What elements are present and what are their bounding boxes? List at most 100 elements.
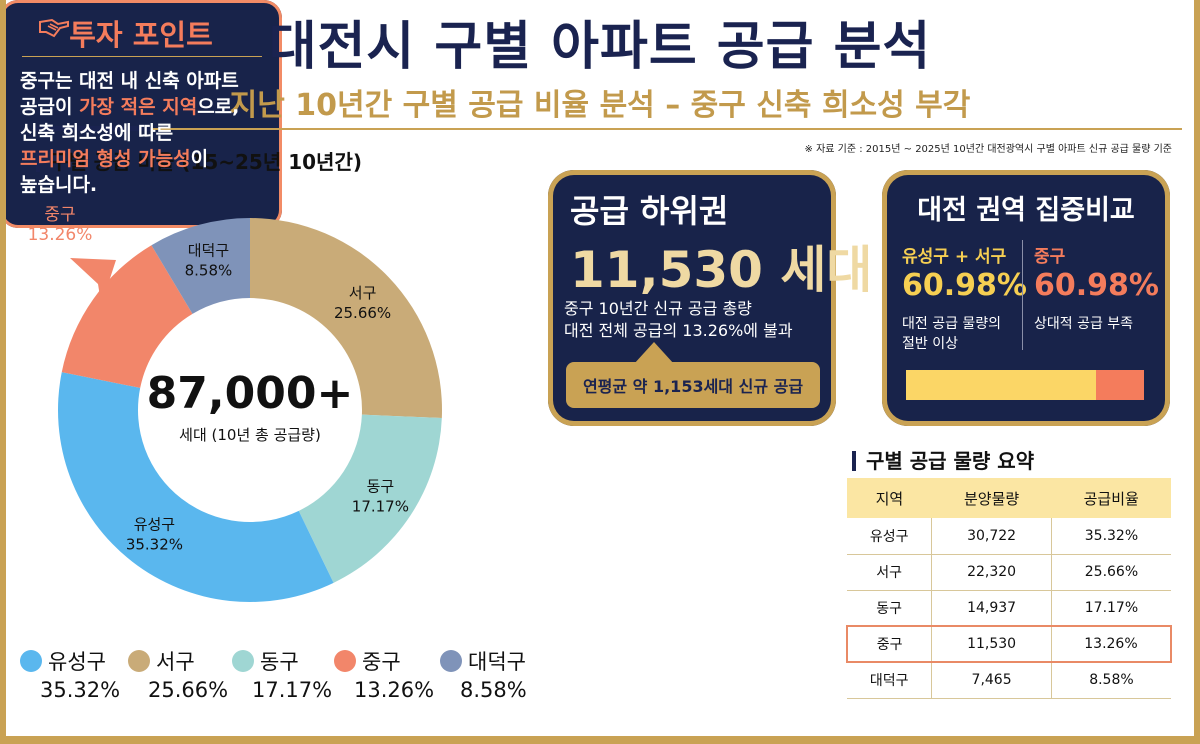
compare-left-label: 유성구 + 서구 [902,247,1007,267]
supply-line1: 중구 10년간 신규 공급 총량 [564,299,752,318]
donut-slice-0 [57,372,334,602]
table-row: 대덕구 7,465 8.58% [847,662,1171,699]
supply-pill: 연평균 약 1,153세대 신규 공급 [566,362,820,408]
table-cell-volume: 7,465 [931,662,1052,699]
table-cell-region: 대덕구 [847,662,933,699]
compare-left-desc1: 대전 공급 물량의 [902,316,1002,332]
donut-label-name: 동구 [367,478,395,496]
compare-bar-segment-a [906,370,1097,400]
legend-item: 서구 25.66% [128,646,228,702]
compare-right-label: 중구 [1034,247,1066,267]
invest-line3: 신축 희소성에 따른 [20,122,174,144]
table-cell-region: 중구 [846,625,933,663]
table-cell-region: 서구 [847,554,933,591]
table-cell-ratio: 25.66% [1051,554,1171,591]
invest-text: 중구는 대전 내 신축 아파트 공급이 가장 적은 지역으로, 신축 희소성에 … [20,68,239,198]
table-row: 유성구 30,722 35.32% [847,518,1171,555]
compare-bar-segment-b [1096,370,1144,400]
jung-gu-pointer [70,258,116,305]
table-row: 중구 11,530 13.26% [846,625,1172,663]
invest-line2: 공급이 가장 적은 지역으로, [20,96,240,118]
table-cell-ratio: 13.26% [1051,625,1172,663]
compare-divider [1022,240,1023,350]
invest-line5: 높습니다. [20,174,98,196]
invest-line1: 중구는 대전 내 신축 아파트 [20,70,239,92]
supply-heading: 공급 하위권 [570,192,729,230]
legend-value: 13.26% [354,678,435,702]
compare-right-value: 60.98% [1034,268,1159,303]
donut-label-name: 중구 [44,205,75,225]
invest-heading: 투자 포인트 [69,18,213,52]
compare-left-desc: 대전 공급 물량의 절반 이상 [902,314,1001,354]
supply-big-value: 11,530 세대 [570,241,873,299]
donut-center-label: 세대 (10년 총 공급량) [179,426,321,444]
donut-heading: 구별 공급 비율 (15~25년 10년간) [36,152,362,172]
legend-item: 대덕구 8.58% [440,646,527,702]
handshake-icon [39,18,69,38]
compare-left-desc2: 절반 이상 [902,336,958,352]
table-cell-volume: 30,722 [931,518,1052,555]
donut-label-value: 13.26% [28,225,93,245]
compare-card: 대전 권역 집중비교 유성구 + 서구 60.98% 대전 공급 물량의 절반 … [882,170,1170,426]
donut-label-name: 대덕구 [188,242,229,260]
invest-highlight-1: 가장 적은 지역 [79,96,198,118]
invest-divider [22,56,262,57]
legend-label: 대덕구 [468,650,526,674]
supply-pill-pointer [634,342,674,364]
legend-label: 중구 [362,650,401,674]
table-cell-ratio: 35.32% [1051,518,1171,555]
table-header-row: 지역 분양물량 공급비율 [847,478,1171,518]
supply-line2: 대전 전체 공급의 13.26%에 불과 [564,321,793,340]
legend-value: 25.66% [148,678,229,702]
donut-slice-2 [298,414,442,583]
invest-highlight-2: 프리미엄 형성 가능성 [20,148,191,170]
donut-slice-3 [61,245,193,388]
legend-label: 서구 [156,650,195,674]
donut-label-name: 유성구 [134,515,175,533]
donut-slice-1 [250,218,442,418]
table-heading: 구별 공급 물량 요약 [852,451,1034,471]
legend-swatch [20,650,42,672]
table-row: 동구 14,937 17.17% [847,590,1171,627]
table-row: 서구 22,320 25.66% [847,554,1171,591]
donut-label-value: 25.66% [334,304,391,322]
table-header-volume: 분양물량 [931,478,1052,518]
donut-label-value: 35.32% [126,535,183,553]
table-header-ratio: 공급비율 [1051,478,1171,518]
invest-line4: 프리미엄 형성 가능성이 [20,148,209,170]
legend-label: 동구 [260,650,299,674]
donut-label-name: 서구 [349,284,377,302]
page-subtitle: 지난 10년간 구별 공급 비율 분석 – 중구 신축 희소성 부각 [229,88,971,123]
legend-swatch [440,650,462,672]
invest-card: 투자 포인트 중구는 대전 내 신축 아파트 공급이 가장 적은 지역으로, 신… [0,0,282,228]
table-cell-region: 동구 [847,590,933,627]
legend-label: 유성구 [48,650,106,674]
legend-item: 동구 17.17% [232,646,332,702]
summary-table: 지역 분양물량 공급비율 유성구 30,722 35.32% 서구 22,320 25.6… [846,478,1172,699]
compare-right-desc: 상대적 공급 부족 [1034,316,1134,332]
donut-slice-4 [151,218,250,314]
legend-swatch [334,650,356,672]
table-cell-region: 유성구 [847,518,933,555]
supply-text: 중구 10년간 신규 공급 총량 대전 전체 공급의 13.26%에 불과 [564,298,793,342]
table-cell-ratio: 8.58% [1051,662,1171,699]
header-rule-accent [32,126,152,131]
source-note: ※ 자료 기준 : 2015년 ~ 2025년 10년간 대전광역시 구별 아파… [804,144,1172,155]
legend-value: 17.17% [252,678,333,702]
legend-swatch [128,650,150,672]
compare-left-value: 60.98% [902,268,1027,303]
donut-center-value: 87,000+ [147,368,354,419]
table-cell-volume: 22,320 [931,554,1052,591]
page-title: 대전시 구별 아파트 공급 분석 [268,17,932,77]
legend-value: 35.32% [40,678,121,702]
legend-swatch [232,650,254,672]
header-rule [32,128,1182,130]
legend-item: 유성구 35.32% [20,646,120,702]
compare-bar [906,370,1144,400]
legend-item: 중구 13.26% [334,646,434,702]
table-cell-volume: 11,530 [931,625,1052,663]
legend-value: 8.58% [460,678,527,702]
donut-label-value: 8.58% [185,262,233,280]
